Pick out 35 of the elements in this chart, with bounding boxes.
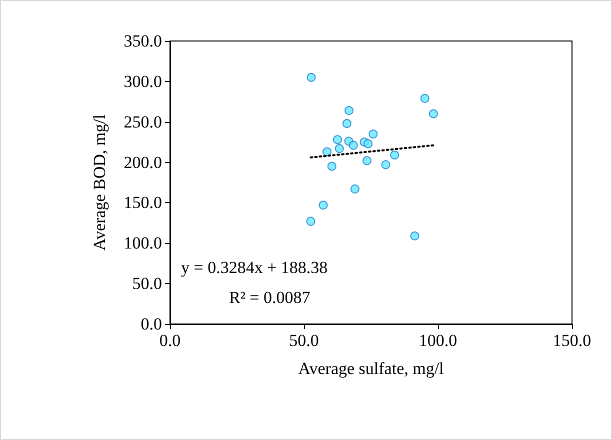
point [327,162,336,171]
x-axis-title: Average sulfate, mg/l [298,359,444,378]
y-axis-title: Average BOD, mg/l [90,114,109,251]
point [306,72,316,82]
point [306,216,316,226]
point [348,140,358,150]
point [322,147,332,156]
point [368,129,378,138]
point [362,156,372,166]
x-tick-label: 150.0 [552,331,592,350]
point [342,118,352,128]
y-tick-label: 250.0 [124,112,162,132]
point [334,144,344,154]
y-tick-label: 350.0 [124,32,162,50]
y-tick-label: 200.0 [124,152,162,172]
x-tick-label: 100.0 [418,331,458,350]
y-tick-label: 50.0 [132,274,162,294]
annotation: R² = 0.0087 [229,288,311,307]
point [381,160,390,170]
point [344,106,354,116]
point [364,139,373,148]
y-tick-label: 150.0 [124,193,162,212]
y-tick-label: 300.0 [124,72,162,91]
y-tick-label: 0.0 [140,314,162,334]
y-tick-label: 100.0 [124,234,162,253]
point [390,150,400,160]
point [350,184,360,194]
annotation: y = 0.3284x + 188.38 [181,258,328,277]
point [410,231,420,240]
x-tick-label: 50.0 [289,331,319,350]
point [420,94,430,103]
x-tick-label: 0.0 [159,331,181,350]
point [318,200,328,210]
point [428,109,438,118]
point [333,135,342,144]
